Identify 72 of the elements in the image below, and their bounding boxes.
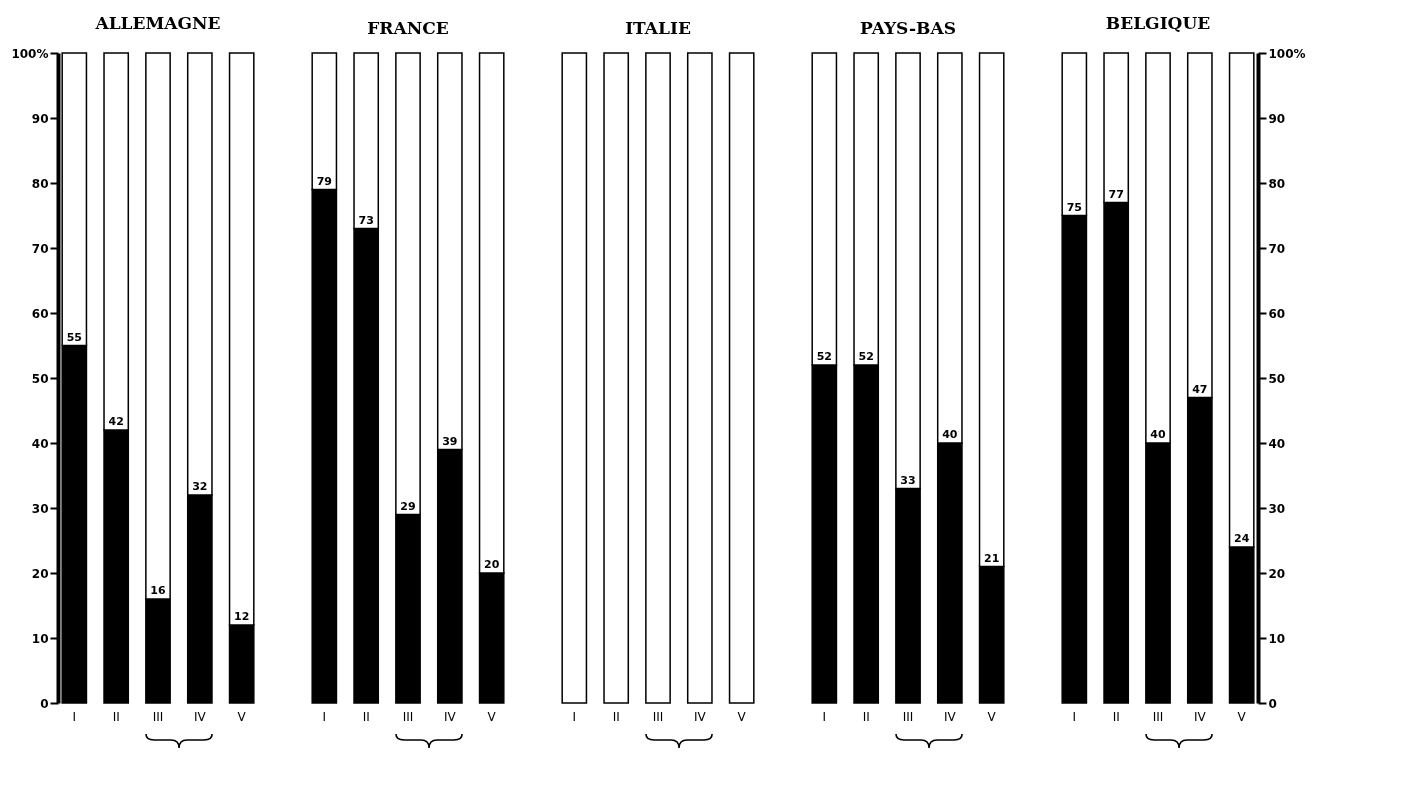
data-label: 55: [66, 330, 82, 344]
y-tick-label: 80: [31, 176, 49, 191]
chart-title: ALLEMAGNE: [94, 13, 221, 33]
y-tick-label: 20: [1268, 566, 1286, 581]
x-tick-label: I: [72, 709, 77, 724]
y-tick-label: 50: [1268, 371, 1286, 386]
y-tick-label: 70: [31, 241, 49, 256]
y-tick-label: 60: [1268, 306, 1286, 321]
data-label: 40: [942, 428, 958, 441]
x-tick-label: III: [152, 709, 164, 724]
data-label: 20: [484, 558, 500, 571]
y-tick-label: 70: [1268, 241, 1286, 256]
y-tick-label: 80: [1268, 176, 1286, 191]
chart-title: ITALIE: [625, 18, 691, 39]
x-tick-label: III: [402, 709, 414, 724]
x-tick-label: I: [1072, 709, 1077, 724]
x-tick-label: III: [902, 709, 914, 724]
y-tick-label: 60: [31, 306, 49, 321]
x-tick-label: V: [987, 709, 997, 724]
y-tick-label: 40: [31, 436, 49, 451]
x-tick-label: III: [652, 709, 664, 724]
chart-title: FRANCE: [367, 18, 449, 39]
y-tick-label: 0: [1268, 696, 1277, 711]
data-label: 16: [150, 584, 166, 597]
y-tick-label: 100%: [11, 46, 49, 61]
data-label: 52: [816, 350, 832, 363]
y-tick-label: 0: [40, 696, 49, 711]
x-tick-label: II: [612, 709, 620, 724]
x-tick-label: III: [1152, 709, 1164, 724]
x-tick-label: V: [737, 709, 747, 724]
x-tick-label: IV: [1193, 709, 1207, 724]
data-label: 47: [1192, 382, 1208, 396]
y-tick-label: 90: [1268, 111, 1286, 126]
y-tick-label: 20: [31, 566, 49, 581]
y-tick-label: 30: [31, 501, 49, 516]
x-tick-label: I: [822, 709, 827, 724]
x-tick-label: V: [487, 709, 497, 724]
data-label: 40: [1150, 428, 1166, 441]
x-tick-label: II: [362, 709, 370, 724]
x-tick-label: V: [1237, 709, 1247, 724]
data-label: 33: [900, 473, 916, 487]
y-tick-label: 10: [31, 631, 49, 646]
x-tick-label: IV: [943, 709, 957, 724]
chart-title: BELGIQUE: [1105, 13, 1211, 33]
x-tick-label: II: [1112, 709, 1120, 724]
data-label: 75: [1066, 200, 1082, 214]
data-label: 77: [1108, 187, 1124, 201]
data-label: 39: [442, 434, 458, 448]
y-tick-label: 10: [1268, 631, 1286, 646]
x-tick-label: IV: [443, 709, 457, 724]
y-tick-label: 30: [1268, 501, 1286, 516]
y-tick-label: 40: [1268, 436, 1286, 451]
x-tick-label: IV: [193, 709, 207, 724]
x-tick-label: V: [237, 709, 247, 724]
x-tick-label: II: [862, 709, 870, 724]
data-label: 52: [858, 350, 874, 363]
data-label: 73: [358, 213, 374, 227]
data-label: 12: [234, 610, 250, 623]
y-tick-label: 90: [31, 111, 49, 126]
chart-title: PAYS-BAS: [860, 18, 956, 39]
data-label: 32: [192, 480, 208, 493]
data-label: 42: [108, 415, 124, 428]
x-tick-label: IV: [693, 709, 707, 724]
data-label: 29: [400, 499, 416, 513]
y-tick-label: 50: [31, 371, 49, 386]
x-tick-label: I: [322, 709, 327, 724]
data-label: 24: [1234, 532, 1250, 545]
data-label: 21: [984, 551, 1000, 565]
data-label: 79: [316, 174, 332, 188]
y-tick-label: 100%: [1268, 46, 1306, 61]
x-tick-label: II: [112, 709, 120, 724]
x-tick-label: I: [572, 709, 577, 724]
